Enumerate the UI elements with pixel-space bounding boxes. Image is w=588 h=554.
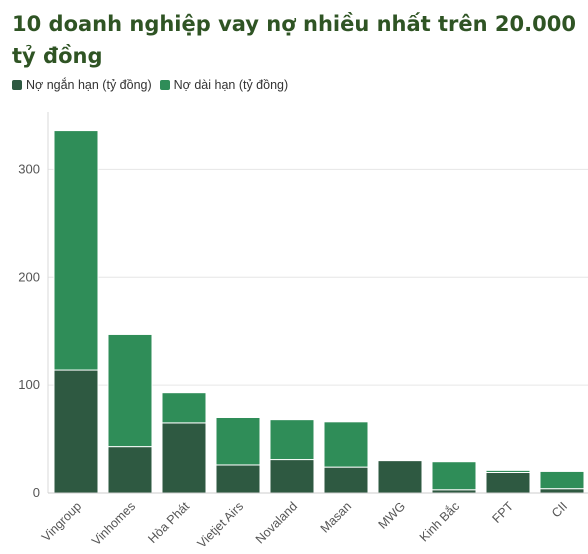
- bar-kinh-bắc-long-term: [431, 461, 477, 491]
- x-tick-label: Hòa Phát: [145, 499, 192, 546]
- bar-vinhomes-short-term: [107, 446, 153, 494]
- y-tick-label-300: 300: [18, 161, 40, 176]
- x-tick-label: Vinhomes: [89, 499, 138, 548]
- bar-cii-long-term: [539, 470, 585, 490]
- bar-novaland-long-term: [269, 419, 315, 461]
- bar-mwg-short-term: [377, 460, 423, 494]
- y-tick-label-0: 0: [33, 485, 40, 500]
- x-tick-label: Masan: [318, 499, 354, 535]
- x-tick-label: Kinh Bắc: [416, 499, 462, 545]
- bar-cii-short-term: [539, 488, 585, 494]
- x-tick-label: Novaland: [253, 499, 300, 546]
- bar-fpt-long-term: [485, 469, 531, 474]
- legend: Nợ ngắn hạn (tỷ đồng) Nợ dài hạn (tỷ đồn…: [12, 78, 290, 92]
- x-tick-label: Vingroup: [39, 499, 84, 544]
- legend-swatch-long-term: [159, 80, 170, 90]
- y-tick-label-200: 200: [18, 269, 40, 284]
- x-tick-label: MWG: [376, 499, 408, 531]
- bar-masan-short-term: [323, 466, 369, 494]
- legend-item-short-term: Nợ ngắn hạn (tỷ đồng): [12, 78, 152, 92]
- stacked-bar-chart: 0 100 200 300 Vingroup Vinhomes Hòa Phát Vietje…: [18, 112, 588, 551]
- bar-vinhomes-long-term: [107, 333, 153, 448]
- legend-label-short-term: Nợ ngắn hạn (tỷ đồng): [26, 78, 152, 92]
- bar-vietjet-airs-long-term: [215, 416, 261, 466]
- y-tick-label-100: 100: [18, 377, 40, 392]
- bar-hòa-phát-short-term: [161, 422, 207, 494]
- x-tick-label: CII: [549, 499, 570, 520]
- legend-swatch-short-term: [12, 80, 22, 90]
- bar-hòa-phát-long-term: [161, 392, 207, 424]
- bar-masan-long-term: [323, 421, 369, 468]
- chart-title: 10 doanh nghiệp vay nợ nhiều nhất trên 2…: [12, 12, 576, 68]
- bar-vingroup-short-term: [53, 369, 99, 494]
- legend-item-long-term: Nợ dài hạn (tỷ đồng): [159, 78, 289, 92]
- bar-fpt-short-term: [485, 472, 531, 494]
- x-tick-label: Vietjet Airs: [195, 499, 246, 550]
- bar-vietjet-airs-short-term: [215, 464, 261, 494]
- bar-vingroup-long-term: [53, 130, 99, 371]
- bar-novaland-short-term: [269, 459, 315, 494]
- legend-label-long-term: Nợ dài hạn (tỷ đồng): [173, 78, 289, 92]
- x-tick-label: FPT: [490, 499, 517, 526]
